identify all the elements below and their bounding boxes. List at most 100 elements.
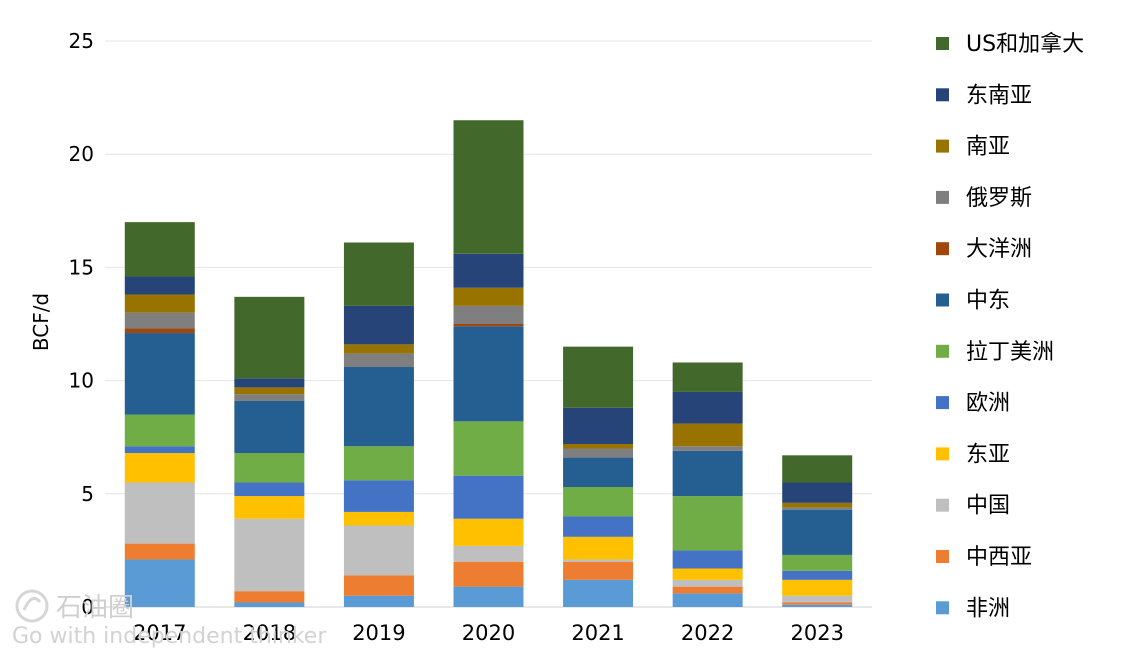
- legend-swatch: [936, 344, 949, 358]
- legend-item: US和加拿大: [936, 31, 1084, 57]
- x-tick-label: 2023: [790, 621, 843, 645]
- bar-segment: [672, 586, 743, 594]
- bar-stack-2018: [234, 296, 305, 607]
- x-tick-label: 2022: [681, 621, 734, 645]
- bar-segment: [343, 480, 414, 512]
- bar-segment: [124, 543, 195, 560]
- legend-item: 欧洲: [936, 391, 1010, 416]
- bar-segment: [234, 602, 305, 607]
- legend-label: 俄罗斯: [966, 186, 1032, 211]
- bar-segment: [453, 518, 524, 546]
- bar-segment: [563, 407, 634, 444]
- legend-swatch: [936, 447, 949, 461]
- legend-item: 中东: [936, 289, 1010, 314]
- bar-segment: [453, 120, 524, 254]
- y-axis-title: BCF/d: [29, 293, 53, 351]
- bar-segment: [343, 242, 414, 306]
- legend-item: 东南亚: [936, 83, 1032, 108]
- bar-segment: [672, 450, 743, 497]
- bar-segment: [563, 448, 634, 458]
- bar-segment: [343, 446, 414, 481]
- legend-item: 非洲: [936, 596, 1010, 621]
- bar-segment: [234, 296, 305, 379]
- bar-segment: [782, 602, 853, 605]
- bar-segment: [124, 222, 195, 277]
- legend-swatch: [936, 498, 949, 512]
- bar-segment: [124, 414, 195, 447]
- bar-segment: [343, 575, 414, 596]
- bar-segment: [453, 326, 524, 422]
- bar-segment: [672, 496, 743, 551]
- bar-segment: [782, 455, 853, 483]
- bar-segment: [563, 559, 634, 562]
- bar-segment: [453, 561, 524, 587]
- bar-stack-2023: [782, 455, 853, 607]
- legend-label: 中国: [966, 494, 1010, 519]
- y-tick-label: 5: [81, 482, 94, 506]
- bar-segment: [124, 276, 195, 295]
- bar-segment: [343, 511, 414, 526]
- watermark-logo: 石油圈: [15, 589, 134, 623]
- bar-segment: [563, 346, 634, 408]
- bar-segment: [124, 559, 195, 607]
- bar-segment: [782, 554, 853, 571]
- legend-label: 欧洲: [966, 391, 1010, 416]
- bar-segment: [343, 525, 414, 576]
- legend-item: 拉丁美洲: [936, 340, 1054, 365]
- bar-segment: [124, 312, 195, 329]
- bar-segment: [124, 482, 195, 544]
- bar-segment: [672, 579, 743, 587]
- bar-segment: [563, 443, 634, 449]
- bar-segment: [782, 482, 853, 503]
- bar-segment: [563, 487, 634, 517]
- bar-stack-2021: [563, 346, 634, 607]
- bar-segment: [124, 453, 195, 483]
- bar-segment: [124, 294, 195, 313]
- legend-item: 俄罗斯: [936, 186, 1032, 211]
- bar-segment: [782, 502, 853, 508]
- bar-segment: [453, 324, 524, 327]
- bar-segment: [672, 568, 743, 580]
- bar-segment: [234, 496, 305, 519]
- legend-label: 东南亚: [966, 83, 1032, 108]
- bar-segment: [782, 509, 853, 555]
- bar-segment: [453, 305, 524, 324]
- bar-segment: [672, 362, 743, 392]
- legend-swatch: [936, 139, 949, 153]
- bar-segment: [453, 253, 524, 288]
- bar-segment: [234, 591, 305, 603]
- bar-segment: [563, 536, 634, 560]
- legend-swatch: [936, 293, 949, 307]
- bars: [124, 120, 853, 607]
- legend-swatch: [936, 601, 949, 615]
- bar-segment: [343, 353, 414, 368]
- y-axis-ticks: 0 5 10 15 20 25: [69, 29, 94, 619]
- bar-segment: [672, 446, 743, 451]
- legend-label: 大洋洲: [966, 237, 1032, 262]
- legend-swatch: [936, 37, 949, 50]
- bar-segment: [563, 457, 634, 488]
- bar-stack-2019: [343, 242, 414, 607]
- legend-item: 南亚: [936, 135, 1010, 160]
- y-tick-label: 10: [69, 369, 94, 393]
- legend-label: 非洲: [966, 596, 1010, 621]
- legend-swatch: [936, 550, 949, 563]
- bar-segment: [782, 604, 853, 607]
- bar-segment: [234, 400, 305, 454]
- bar-segment: [782, 579, 853, 596]
- bar-segment: [234, 394, 305, 401]
- bar-segment: [672, 423, 743, 447]
- legend-label: 中东: [966, 289, 1010, 314]
- bar-segment: [563, 561, 634, 580]
- bar-stack-2017: [124, 222, 195, 607]
- bar-segment: [234, 453, 305, 483]
- legend-swatch: [936, 190, 949, 204]
- bar-segment: [563, 579, 634, 607]
- bar-segment: [672, 593, 743, 607]
- bar-segment: [234, 387, 305, 395]
- y-tick-label: 25: [69, 29, 94, 53]
- bar-segment: [453, 421, 524, 476]
- legend-label: 拉丁美洲: [966, 340, 1054, 365]
- x-tick-label: 2020: [462, 621, 515, 645]
